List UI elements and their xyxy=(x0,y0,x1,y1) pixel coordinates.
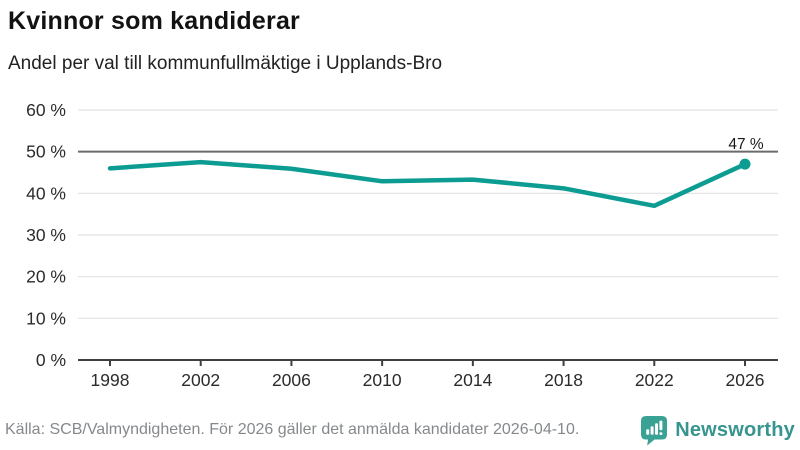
line-chart: 0 % 10 % 20 % 30 % 40 % 50 % 60 % 1998 2002 2006 2… xyxy=(26,100,778,390)
trend-line xyxy=(107,159,748,209)
chart-subtitle: Andel per val till kommunfullmäktige i U… xyxy=(8,53,443,74)
x-tick-label: 2010 xyxy=(363,370,402,390)
y-tick-label: 10 % xyxy=(26,308,66,328)
chart-title: Kvinnor som kandiderar xyxy=(8,7,300,35)
x-tick-label: 2018 xyxy=(544,370,583,390)
y-tick-label: 40 % xyxy=(26,183,66,203)
newsworthy-icon xyxy=(641,415,668,445)
logo-bubble-shape xyxy=(641,415,668,445)
chart-footer: Källa: SCB/Valmyndigheten. För 2026 gäll… xyxy=(5,412,795,448)
x-tick-label: 2006 xyxy=(272,370,311,390)
x-tick-label: 2002 xyxy=(181,370,220,390)
y-tick-label: 30 % xyxy=(26,225,66,245)
y-tick-label: 50 % xyxy=(26,142,66,162)
y-tick-label: 60 % xyxy=(26,100,66,120)
brand-logo: Newsworthy xyxy=(640,415,795,446)
brand-name: Newsworthy xyxy=(675,418,795,441)
x-tick-label: 2026 xyxy=(726,370,765,390)
x-tick-label: 2014 xyxy=(453,370,492,390)
y-tick-label: 20 % xyxy=(26,267,66,287)
x-tick-label: 2022 xyxy=(635,370,674,390)
y-tick-label: 0 % xyxy=(36,350,66,370)
chart-header: Kvinnor som kandiderar Andel per val til… xyxy=(8,4,792,76)
end-point-label: 47 % xyxy=(728,136,764,153)
x-tick-label: 1998 xyxy=(91,370,130,390)
end-point-marker xyxy=(739,158,751,170)
source-note: Källa: SCB/Valmyndigheten. För 2026 gäll… xyxy=(5,421,580,438)
